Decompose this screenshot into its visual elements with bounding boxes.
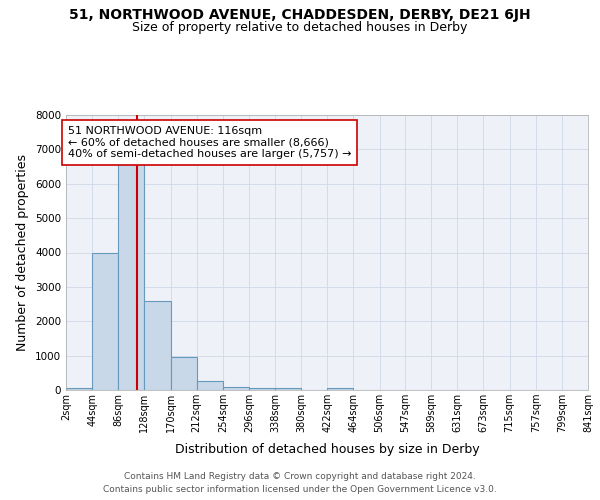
Text: Contains HM Land Registry data © Crown copyright and database right 2024.: Contains HM Land Registry data © Crown c… xyxy=(124,472,476,481)
Y-axis label: Number of detached properties: Number of detached properties xyxy=(16,154,29,351)
Text: 51, NORTHWOOD AVENUE, CHADDESDEN, DERBY, DE21 6JH: 51, NORTHWOOD AVENUE, CHADDESDEN, DERBY,… xyxy=(69,8,531,22)
Bar xyxy=(170,358,197,390)
Bar xyxy=(275,388,301,390)
Bar xyxy=(328,388,353,390)
Bar xyxy=(66,388,92,390)
Bar xyxy=(223,386,249,390)
Bar xyxy=(92,252,118,390)
Text: Size of property relative to detached houses in Derby: Size of property relative to detached ho… xyxy=(133,21,467,34)
Bar xyxy=(118,163,145,390)
Bar xyxy=(197,380,223,390)
Bar xyxy=(249,388,275,390)
Text: 51 NORTHWOOD AVENUE: 116sqm
← 60% of detached houses are smaller (8,666)
40% of : 51 NORTHWOOD AVENUE: 116sqm ← 60% of det… xyxy=(68,126,352,159)
Text: Contains public sector information licensed under the Open Government Licence v3: Contains public sector information licen… xyxy=(103,485,497,494)
Text: Distribution of detached houses by size in Derby: Distribution of detached houses by size … xyxy=(175,442,479,456)
Bar xyxy=(145,300,170,390)
